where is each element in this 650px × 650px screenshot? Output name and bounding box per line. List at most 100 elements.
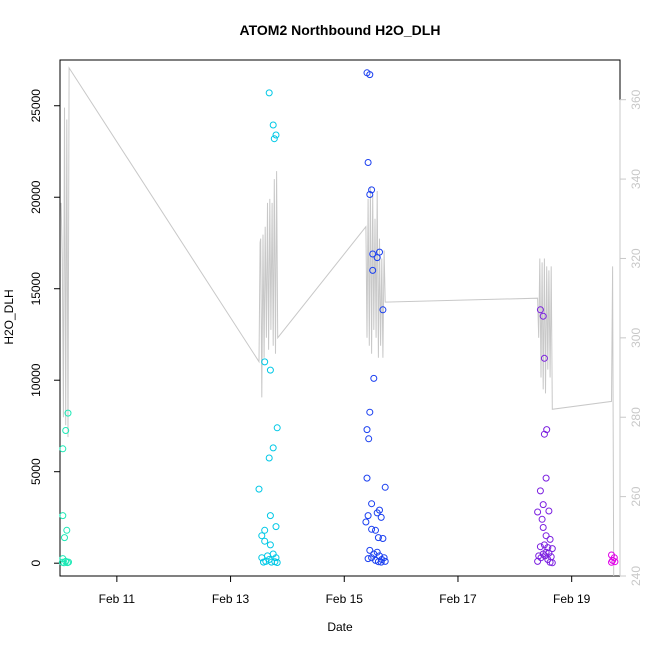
data-point <box>541 552 549 560</box>
line-series <box>60 66 615 577</box>
x-tick-label: Feb 11 <box>99 592 136 606</box>
data-point <box>369 266 377 274</box>
y2-tick-label: 300 <box>629 328 643 348</box>
data-point <box>272 554 280 562</box>
x-axis-label: Date <box>327 620 353 634</box>
right-axis: 240 260 280 300 320 340 360 <box>619 89 643 586</box>
data-point <box>536 487 544 495</box>
y-tick-label: 25000 <box>29 89 43 123</box>
data-point <box>368 186 376 194</box>
data-point <box>540 354 548 362</box>
data-point <box>258 532 266 540</box>
data-point <box>266 541 274 549</box>
x-tick-label: Feb 19 <box>553 592 591 606</box>
data-point <box>536 543 544 551</box>
data-point <box>261 526 269 534</box>
data-point <box>266 512 274 520</box>
data-point <box>374 534 382 542</box>
x-tick-label: Feb 15 <box>326 592 364 606</box>
data-point <box>611 558 619 566</box>
data-point <box>364 555 372 563</box>
data-point <box>374 558 382 566</box>
data-point <box>272 131 280 139</box>
data-point <box>59 512 67 520</box>
chart-title: ATOM2 Northbound H2O_DLH <box>240 22 441 38</box>
data-point <box>362 518 370 526</box>
data-point <box>363 426 371 434</box>
y2-tick-label: 320 <box>629 248 643 268</box>
data-point <box>381 483 389 491</box>
data-point <box>61 534 68 542</box>
data-point <box>366 408 374 416</box>
y2-tick-label: 240 <box>629 566 643 586</box>
y2-tick-label: 280 <box>629 407 643 427</box>
data-point <box>368 525 376 533</box>
data-point <box>538 515 546 523</box>
data-point <box>270 135 278 143</box>
data-point <box>539 312 547 320</box>
data-point <box>542 532 550 540</box>
data-point <box>377 513 385 521</box>
data-point <box>363 474 371 482</box>
data-point <box>376 248 383 256</box>
data-point <box>379 535 387 542</box>
data-point <box>542 474 550 482</box>
y-axis-label: H2O_DLH <box>2 289 16 344</box>
line-series-path <box>60 66 615 577</box>
data-point <box>365 435 373 443</box>
data-point <box>543 426 551 434</box>
data-point <box>258 554 266 562</box>
data-point <box>60 559 68 567</box>
data-point <box>63 526 71 534</box>
data-point <box>539 501 547 509</box>
data-point <box>366 191 374 198</box>
point-series <box>58 69 619 567</box>
data-point <box>265 89 273 97</box>
y2-tick-label: 360 <box>629 89 643 109</box>
data-point <box>261 358 269 366</box>
data-point <box>255 485 263 493</box>
data-point <box>370 374 378 382</box>
data-point <box>379 306 387 314</box>
data-point <box>59 445 67 453</box>
data-point <box>269 121 277 129</box>
data-point <box>364 159 372 166</box>
data-point <box>266 366 274 374</box>
x-tick-label: Feb 13 <box>212 592 250 606</box>
data-point <box>269 444 277 452</box>
y-tick-label: 15000 <box>29 272 43 306</box>
data-point <box>364 512 372 520</box>
data-point <box>372 526 379 534</box>
data-point <box>539 524 547 531</box>
y-tick-label: 20000 <box>29 180 43 214</box>
data-point <box>273 424 281 432</box>
data-point <box>366 71 374 79</box>
y2-tick-label: 260 <box>629 486 643 506</box>
data-point <box>546 535 554 543</box>
data-point <box>542 548 550 556</box>
y2-tick-label: 340 <box>629 169 643 189</box>
data-point <box>373 548 381 556</box>
data-point <box>64 409 72 417</box>
y-tick-label: 5000 <box>29 458 43 485</box>
data-point <box>548 559 556 567</box>
y-tick-label: 10000 <box>29 363 43 397</box>
left-axis: 0 5000 10000 15000 20000 25000 <box>29 89 61 567</box>
data-point <box>534 557 542 565</box>
y-tick-label: 0 <box>29 560 43 567</box>
data-point <box>534 508 542 516</box>
data-point <box>536 306 544 314</box>
data-point <box>260 558 267 566</box>
data-point <box>548 545 556 553</box>
data-point <box>261 537 269 545</box>
x-tick-label: Feb 17 <box>439 592 477 606</box>
data-point <box>265 454 273 462</box>
bottom-axis: Feb 11 Feb 13 Feb 15 Feb 17 Feb 19 <box>99 575 591 606</box>
data-point <box>62 557 70 565</box>
data-point <box>545 507 553 515</box>
data-point <box>273 559 281 566</box>
data-point <box>373 509 381 517</box>
data-point <box>381 557 389 565</box>
data-point <box>608 558 615 566</box>
